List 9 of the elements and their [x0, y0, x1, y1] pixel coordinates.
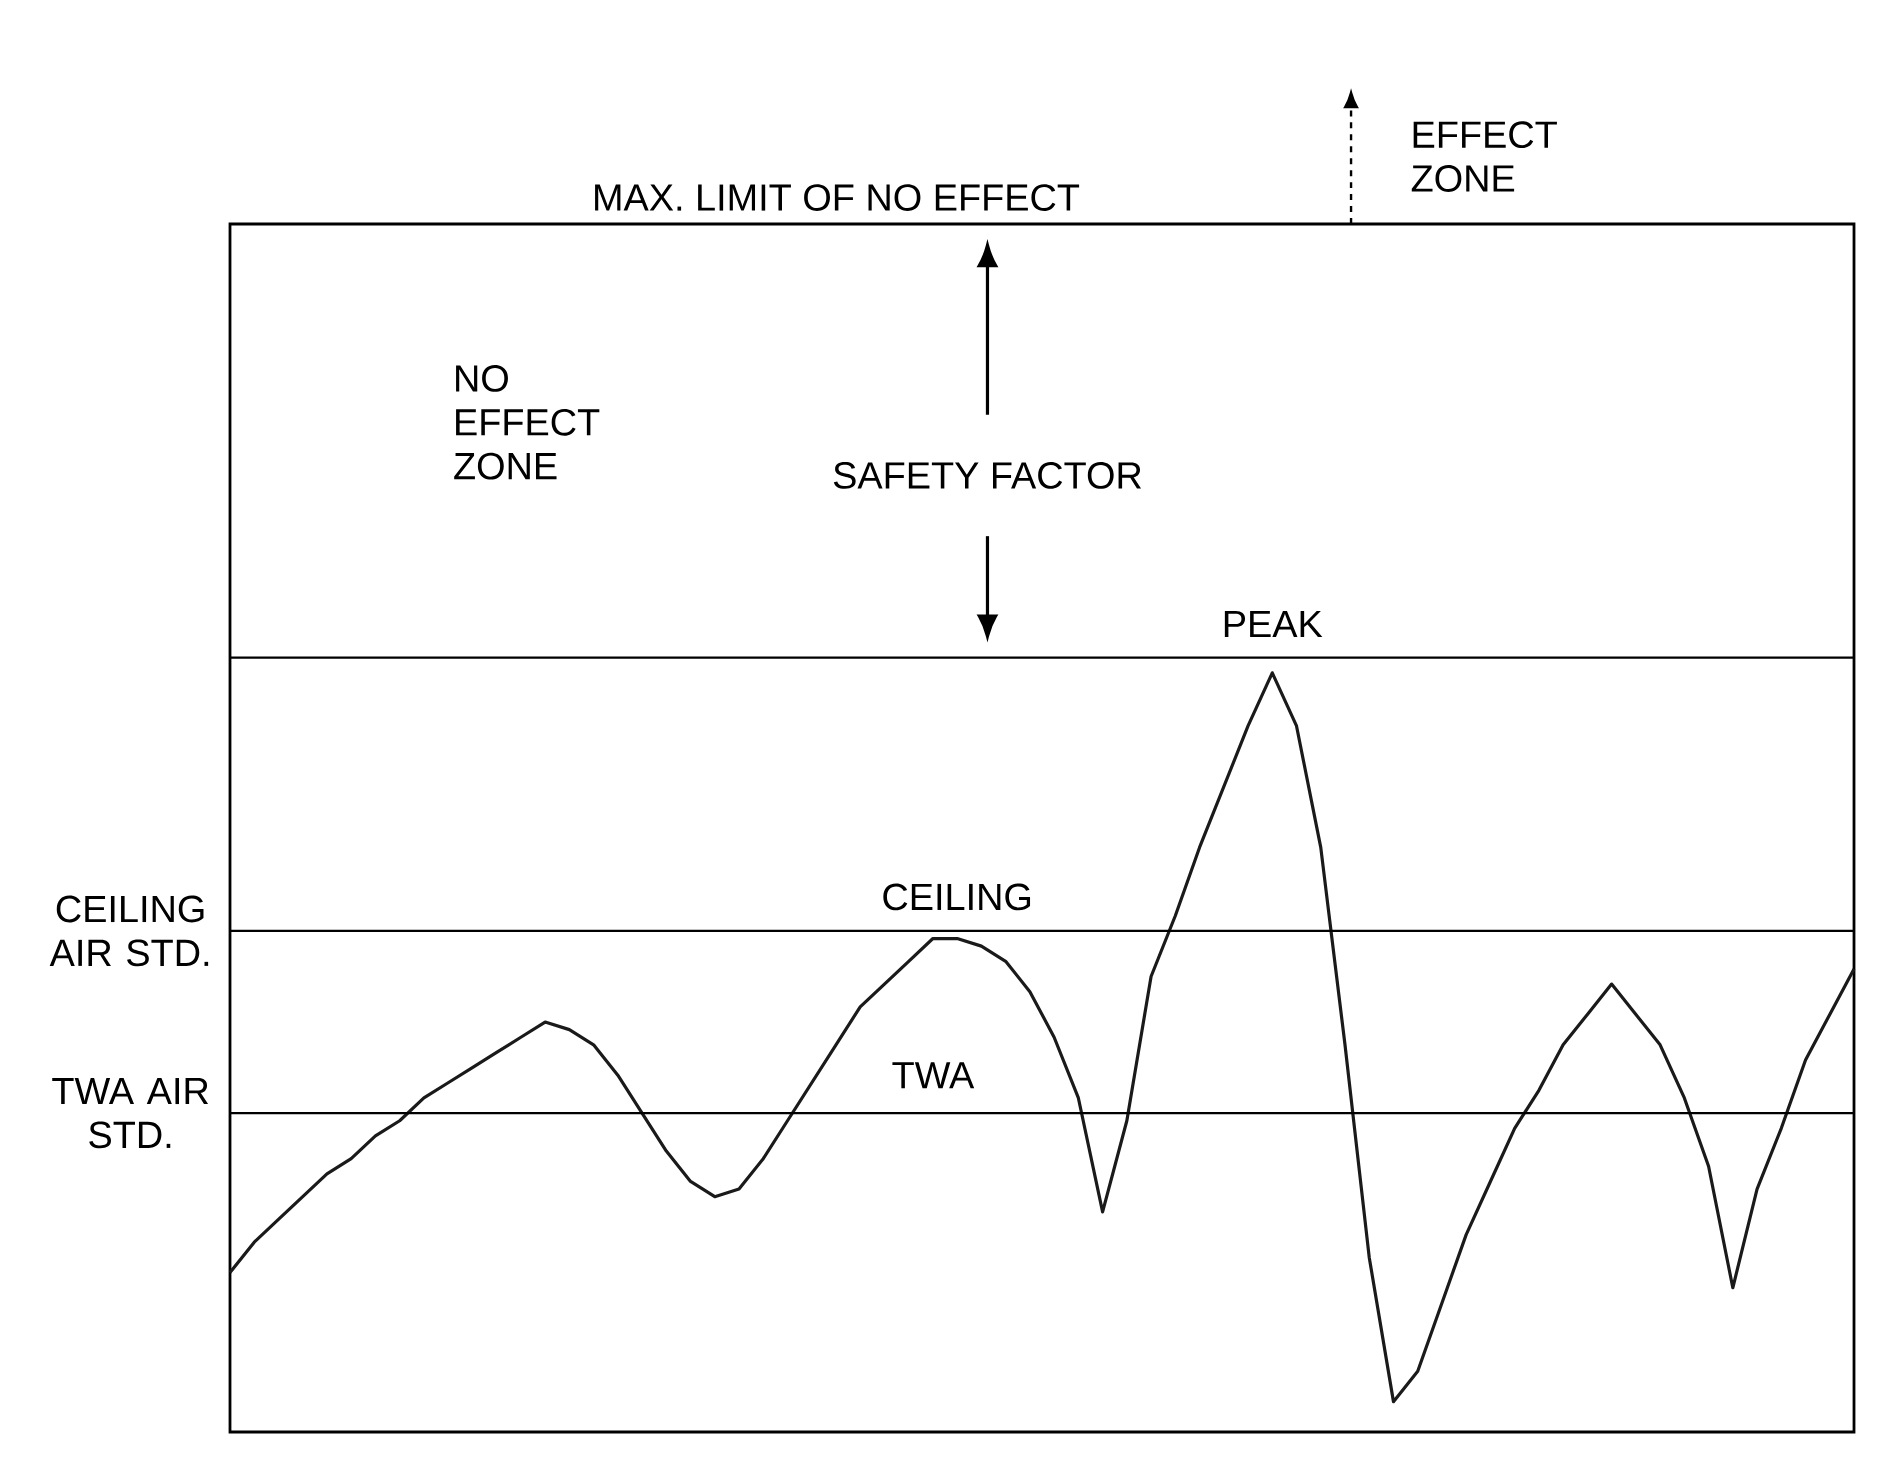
ref-line-label: TWA AIR STD.	[52, 1078, 209, 1149]
text: SAFETY FACTOR	[833, 462, 1142, 489]
text: NO EFFECT ZONE	[454, 365, 600, 480]
annotation: CEILING	[883, 883, 1031, 911]
ref-line-label: CEILING AIR STD.	[49, 895, 209, 967]
text: EFFECT ZONE	[1411, 121, 1557, 192]
text: MAX. LIMIT OF NO EFFECT	[595, 184, 1080, 211]
annotation: TWA	[892, 1062, 975, 1089]
text: PEAK	[1224, 610, 1323, 638]
